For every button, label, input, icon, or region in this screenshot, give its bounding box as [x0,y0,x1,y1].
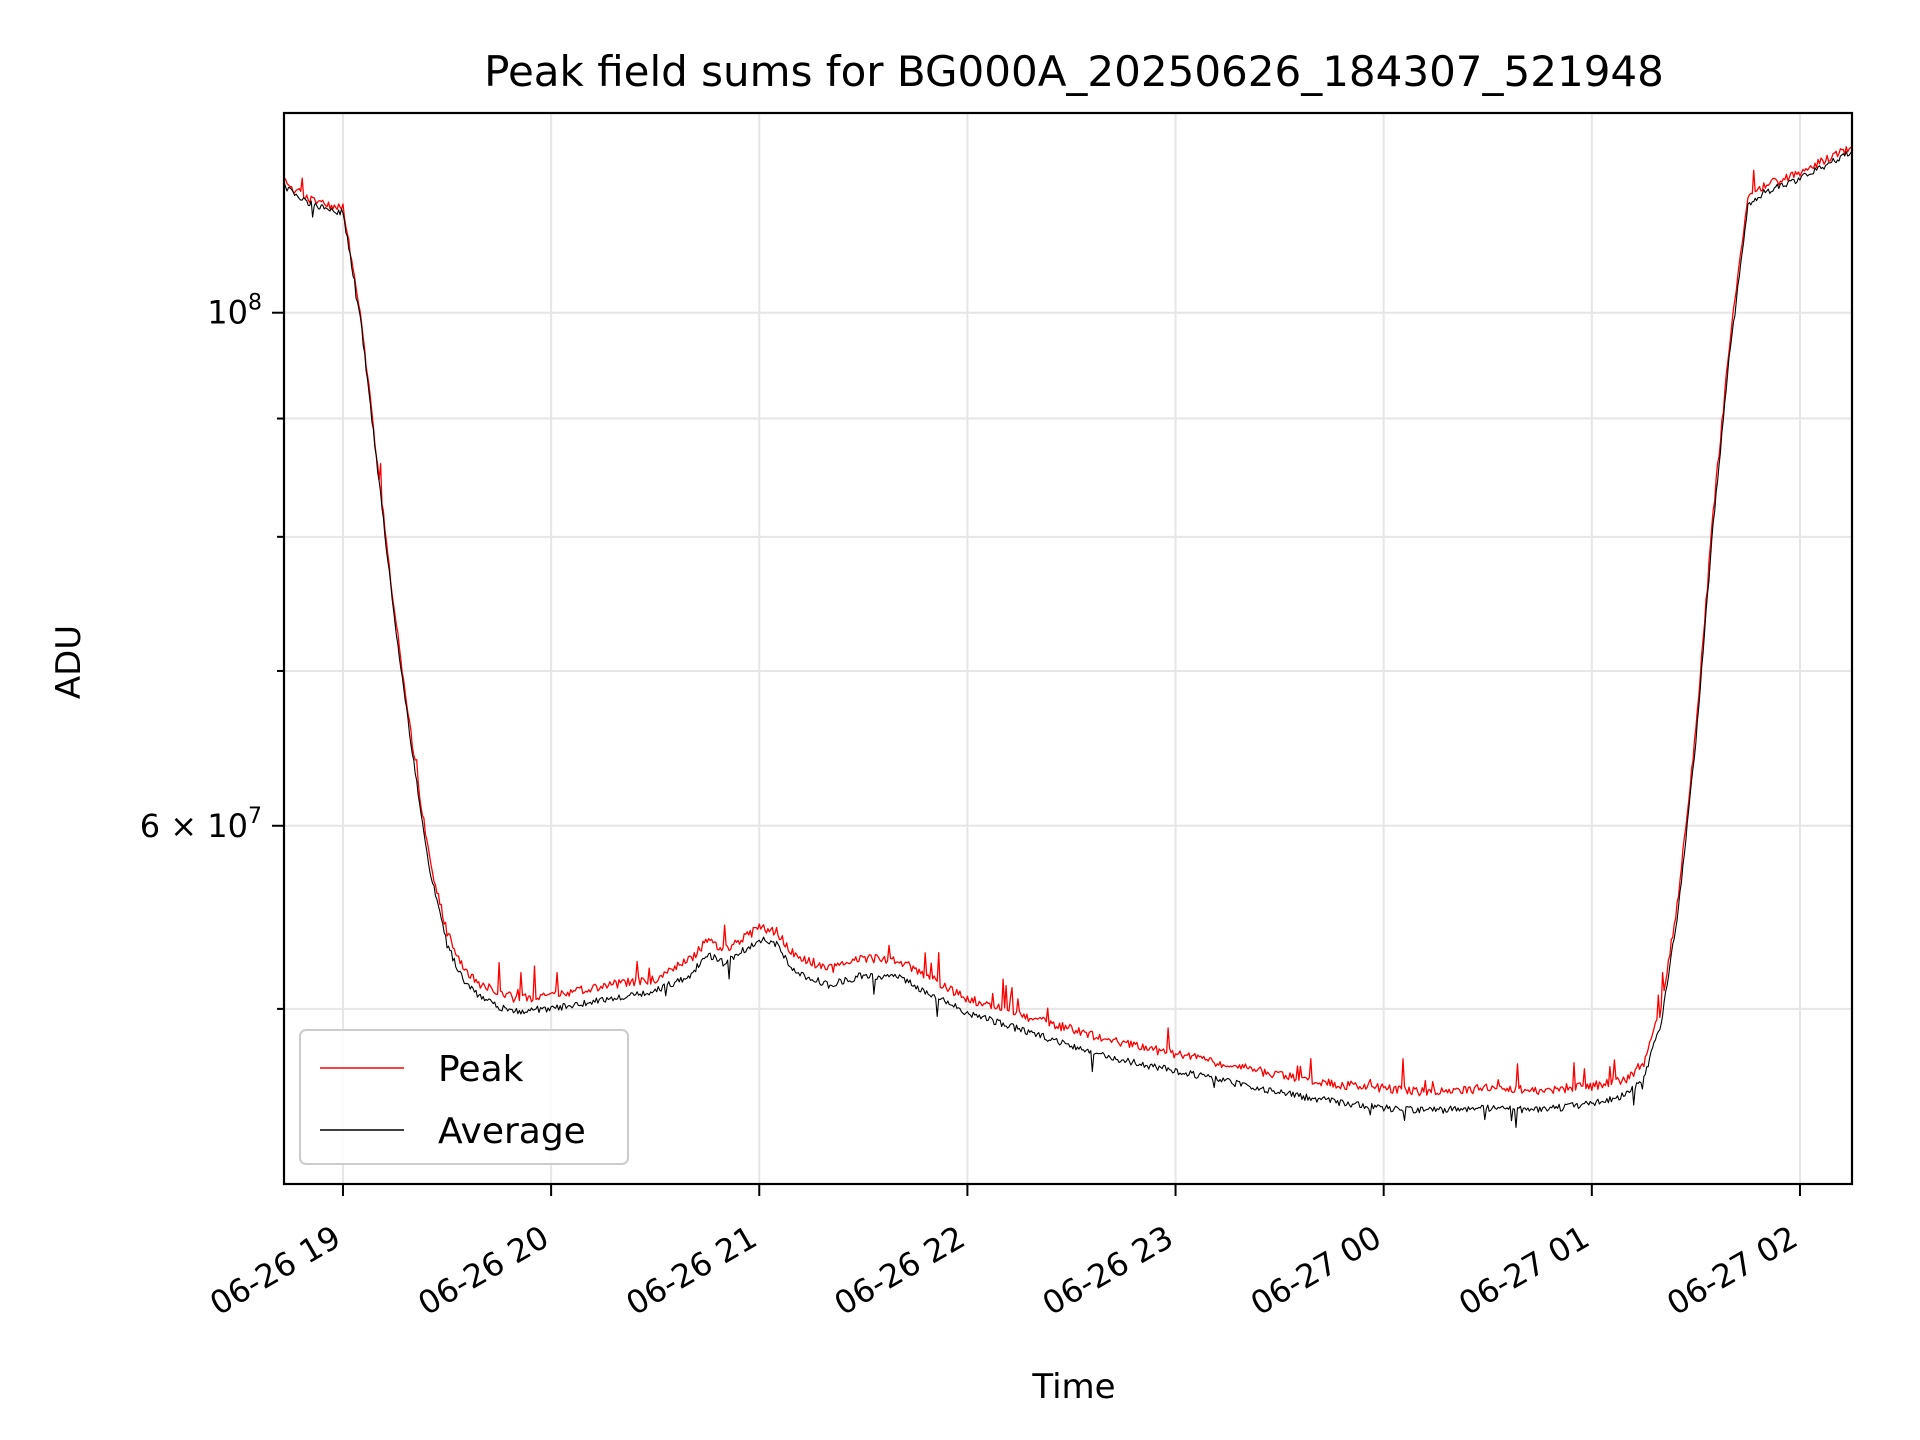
legend-label-average: Average [438,1111,586,1152]
legend: Peak Average [299,1029,629,1165]
y-axis-label: ADU [49,625,89,699]
plot-frame [282,111,1854,1186]
y-tick-label: 6 × 107 [140,804,262,845]
series-layer [283,145,1853,1129]
y-tick-label-exponent: 7 [248,804,262,829]
legend-label-peak: Peak [438,1049,524,1090]
y-tick-label-base: 10 [207,294,248,332]
series-line-peak [283,145,1853,1097]
y-tick-label: 108 [207,291,262,332]
chart-title: Peak field sums for BG000A_20250626_1843… [484,47,1664,96]
series-line-average [283,150,1853,1129]
y-axis-ticks: 6 × 107 108 [140,291,284,1010]
y-tick-label-base: 6 × 10 [140,807,248,845]
y-tick-label-exponent: 8 [248,291,262,316]
x-axis-label: Time [1031,1367,1115,1407]
